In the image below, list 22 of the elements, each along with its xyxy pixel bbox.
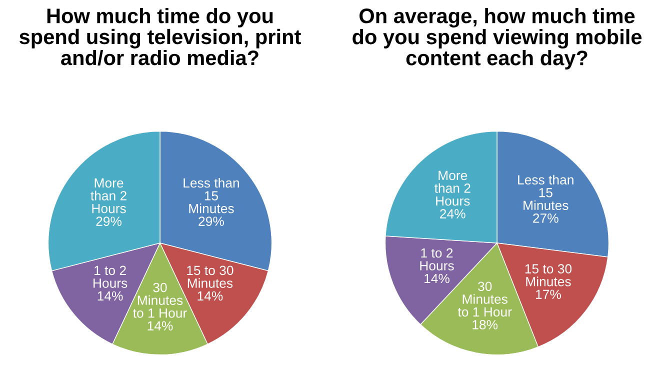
data-label: 14% [424,274,450,284]
slice-label: More than 2 Hours [90,178,126,214]
chart-title: How much time do you spend using television, print and/or radio media? [20,8,301,66]
data-label: 29% [198,216,224,226]
data-label: 14% [98,291,123,301]
slice-label: 15 to 30 Minutes [525,264,572,286]
slice-label: 1 to 2 Hours [94,266,128,288]
slice-label: 30 Minutes to 1 Hour [458,282,512,317]
data-label: 27% [533,213,558,223]
data-label: 14% [148,321,173,330]
data-label: 18% [472,320,498,330]
data-label: 24% [440,209,466,218]
slice-label: Less than 15 Minutes [184,178,239,214]
slice-label: 15 to 30 Minutes [187,266,234,288]
data-label: 14% [198,291,223,301]
slice-label: 30 Minutes to 1 Hour [133,282,187,318]
data-label: 17% [536,290,561,299]
slice-label: More than 2 Hours [434,170,470,206]
chart-title: On average, how much time do you spend viewing mobile content each day? [352,8,642,70]
slice-label: 1 to 2 Hours [420,248,454,270]
slice-label: Less than 15 Minutes [518,174,574,210]
data-label: 29% [96,216,122,226]
